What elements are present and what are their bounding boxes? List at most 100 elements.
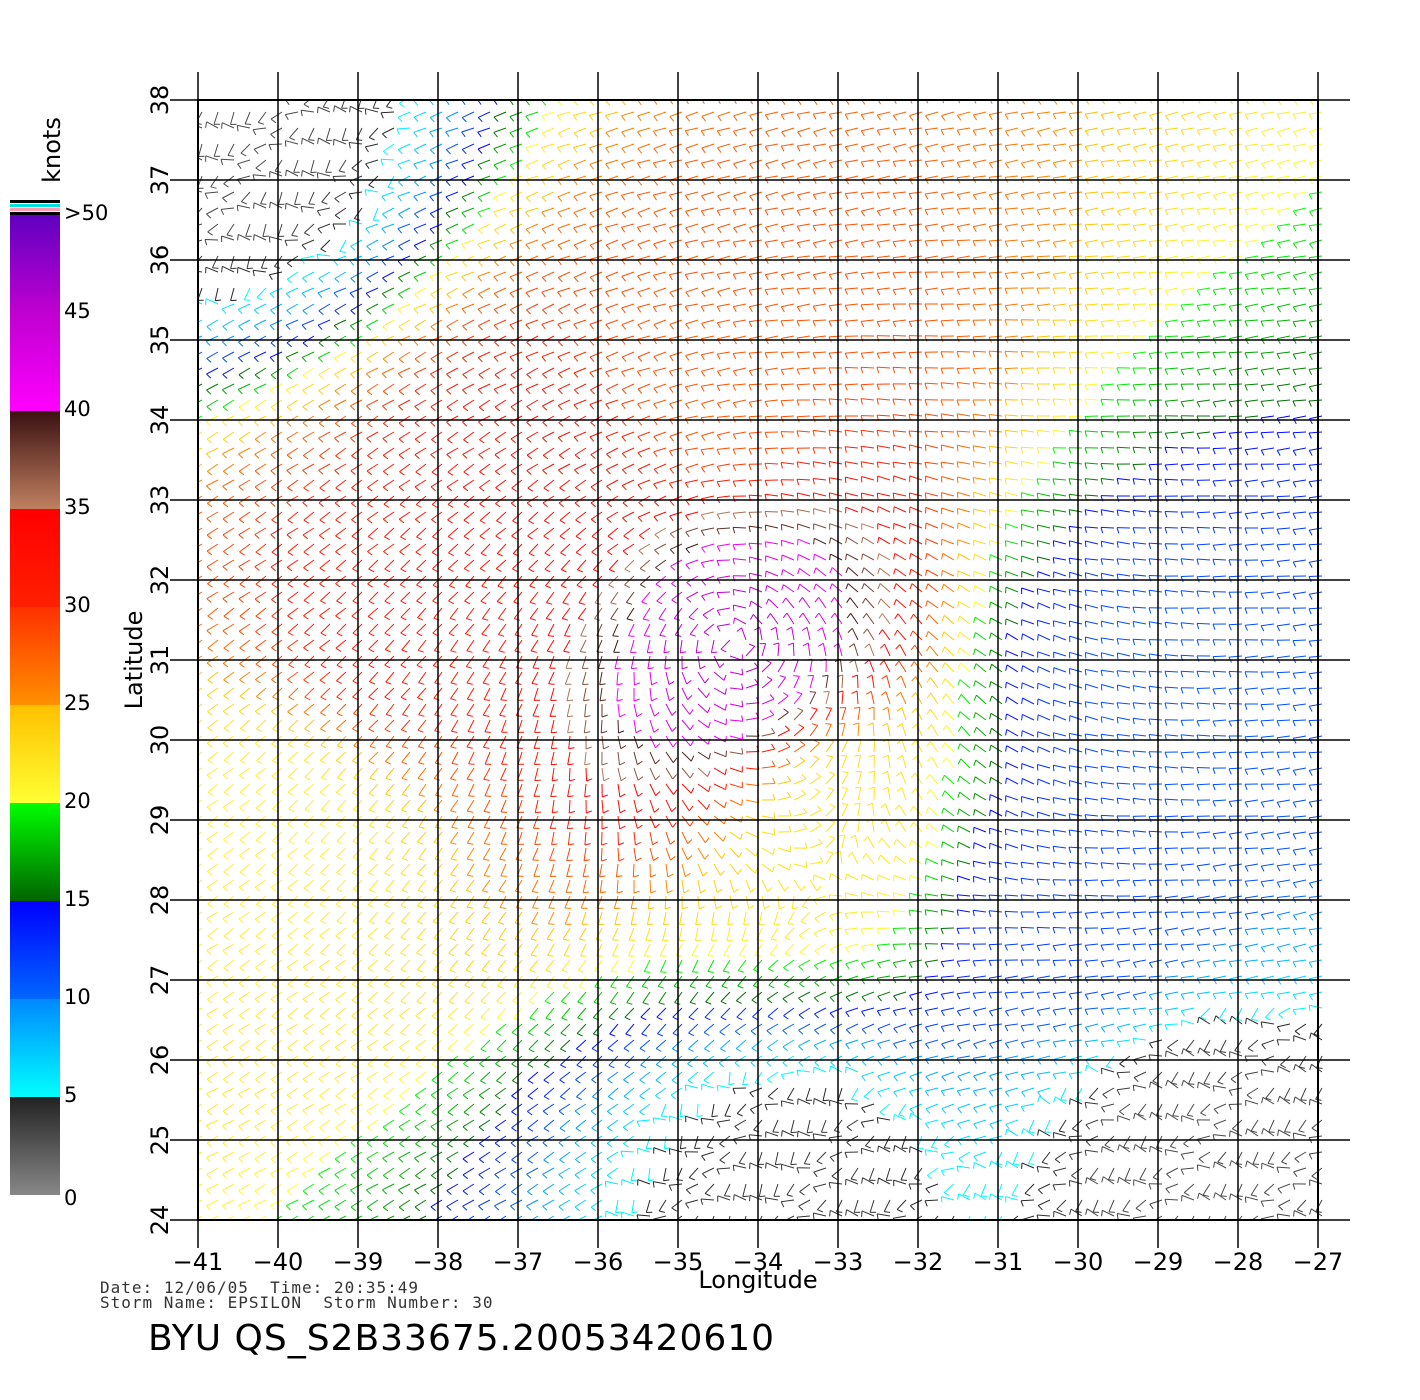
- wind-barb: [736, 1007, 747, 1018]
- wind-barb-flag: [448, 1032, 454, 1037]
- wind-barb-flag: [542, 437, 548, 443]
- wind-barb-flag: [525, 147, 530, 153]
- wind-barb-flag: [413, 276, 419, 282]
- wind-barb: [399, 463, 411, 473]
- wind-barb-flag: [286, 262, 293, 268]
- wind-barb-flag: [303, 855, 310, 860]
- wind-barb-flag: [254, 438, 261, 444]
- wind-barb-flag: [285, 293, 291, 299]
- wind-barb-flag: [398, 454, 405, 460]
- wind-barb-flag: [270, 374, 277, 380]
- wind-barb-flag: [733, 163, 738, 169]
- wind-barb: [398, 399, 411, 407]
- wind-barb-flag: [398, 1047, 405, 1052]
- wind-barb-flag: [431, 519, 437, 524]
- wind-barb: [198, 543, 203, 547]
- wind-barb: [557, 223, 571, 229]
- wind-barb: [198, 751, 203, 756]
- wind-barb: [544, 559, 555, 570]
- wind-barb-flag: [215, 299, 222, 302]
- wind-barb: [526, 415, 539, 423]
- wind-barb-flag: [700, 130, 705, 137]
- wind-barb-flag: [206, 373, 212, 379]
- wind-barb-flag: [302, 1205, 308, 1211]
- wind-barb-flag: [300, 110, 303, 117]
- wind-barb: [335, 1119, 347, 1129]
- wind-barb-flag: [417, 809, 424, 813]
- wind-barb-flag: [568, 747, 575, 750]
- wind-barb-flag: [463, 439, 469, 444]
- wind-barb: [646, 639, 651, 653]
- wind-barb: [287, 639, 299, 649]
- wind-barb-flag: [239, 967, 245, 972]
- wind-barb: [254, 447, 267, 455]
- wind-barb-flag: [191, 950, 195, 954]
- wind-barb: [269, 1199, 283, 1206]
- wind-barb: [336, 847, 347, 858]
- wind-barb-flag: [701, 1173, 707, 1179]
- wind-barb-flag: [191, 743, 196, 747]
- wind-barb: [499, 703, 507, 716]
- wind-barb-flag: [349, 106, 351, 113]
- wind-barb-flag: [688, 1048, 694, 1053]
- wind-barb: [509, 287, 523, 294]
- wind-barb: [385, 783, 395, 795]
- wind-barb: [414, 1183, 427, 1191]
- wind-barb-flag: [700, 514, 705, 521]
- wind-barb-flag: [509, 276, 515, 282]
- wind-barb: [223, 847, 235, 857]
- wind-barb-flag: [238, 90, 239, 96]
- wind-barb: [416, 911, 427, 922]
- wind-barb-flag: [350, 1046, 357, 1052]
- wind-barb-flag: [589, 356, 595, 362]
- wind-barb: [726, 927, 731, 941]
- wind-barb-flag: [223, 647, 230, 652]
- wind-barb-flag: [334, 1109, 340, 1115]
- wind-barb-flag: [584, 827, 591, 830]
- wind-barb-flag: [384, 968, 391, 973]
- wind-barb: [697, 655, 701, 669]
- wind-barb-flag: [302, 277, 308, 283]
- wind-barb: [558, 447, 571, 456]
- wind-barb: [221, 207, 235, 210]
- wind-barb: [717, 111, 731, 117]
- wind-barb-flag: [462, 325, 468, 331]
- wind-barb-flag: [705, 1001, 712, 1005]
- wind-barb: [704, 1007, 715, 1018]
- wind-barb: [527, 1023, 539, 1033]
- wind-barb-flag: [461, 341, 467, 347]
- wind-barb: [621, 271, 635, 277]
- wind-barb-flag: [206, 774, 212, 780]
- wind-barb: [608, 1007, 619, 1018]
- wind-barb-flag: [270, 1079, 277, 1084]
- wind-barb: [583, 687, 587, 701]
- wind-barb: [498, 671, 507, 684]
- wind-barb-flag: [318, 469, 324, 475]
- wind-barb: [253, 269, 267, 273]
- wind-barb-flag: [271, 631, 278, 636]
- wind-barb: [685, 447, 699, 451]
- wind-barb-flag: [369, 713, 376, 717]
- wind-barb-flag: [605, 132, 610, 138]
- wind-barb-flag: [510, 406, 516, 412]
- wind-barb-flag: [418, 746, 425, 749]
- wind-barb: [319, 671, 331, 681]
- wind-barb-flag: [384, 1000, 391, 1005]
- wind-barb: [302, 303, 315, 312]
- wind-barb: [450, 831, 459, 843]
- wind-barb: [400, 559, 411, 570]
- wind-barb: [415, 1087, 427, 1096]
- wind-barb: [198, 911, 203, 916]
- wind-barb-flag: [398, 213, 404, 219]
- wind-barb-flag: [528, 568, 535, 573]
- wind-barb: [564, 671, 571, 685]
- wind-barb-flag: [560, 569, 567, 573]
- wind-barb-flag: [573, 132, 579, 138]
- wind-barb-flag: [207, 679, 213, 684]
- wind-barb: [270, 303, 283, 311]
- wind-barb-flag: [700, 242, 705, 248]
- wind-barb: [238, 559, 251, 568]
- wind-barb-flag: [647, 923, 654, 926]
- wind-barb-flag: [397, 373, 403, 379]
- wind-barb-flag: [621, 244, 627, 250]
